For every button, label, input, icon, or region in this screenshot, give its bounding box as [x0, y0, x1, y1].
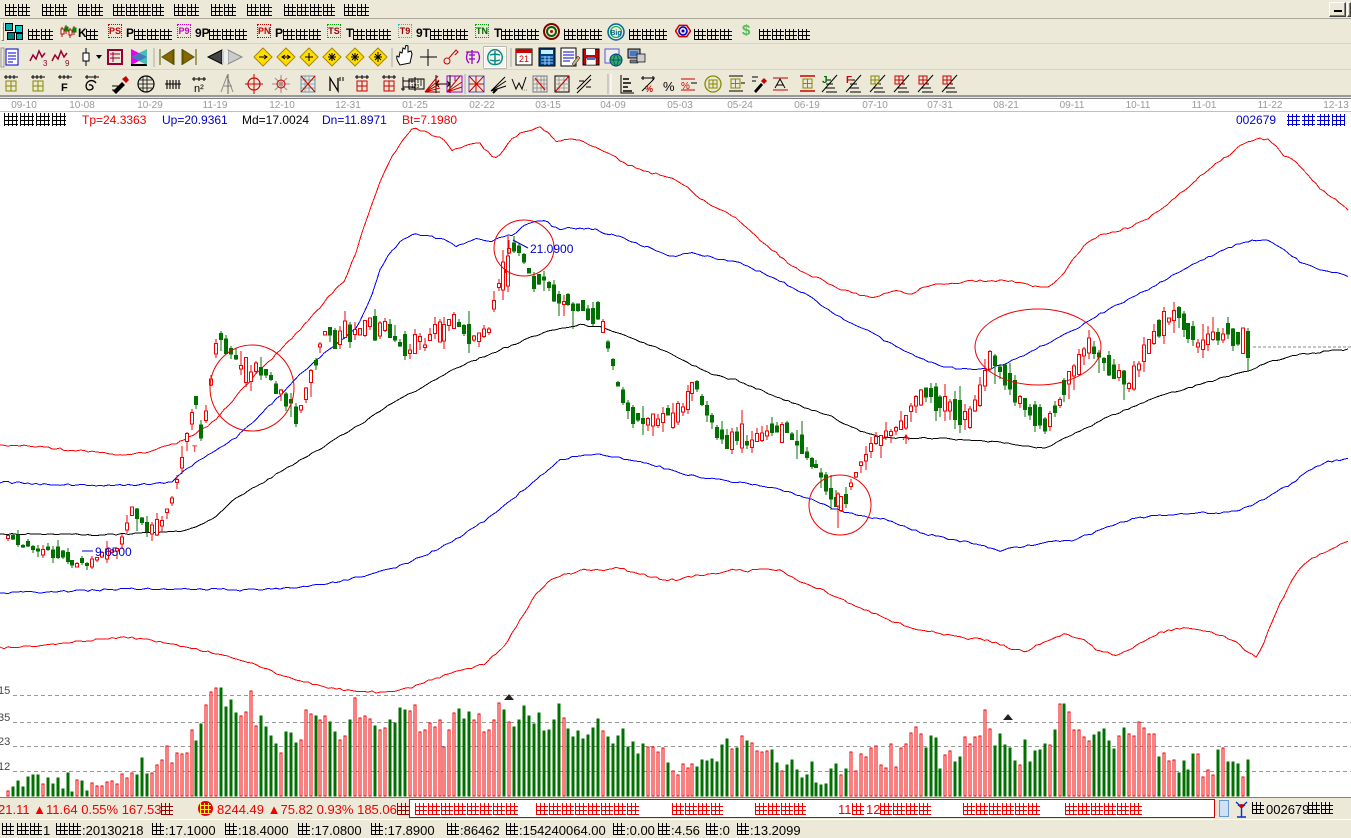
svg-text:Dn=11.8971: Dn=11.8971	[322, 113, 387, 127]
svg-text:Up=20.9361: Up=20.9361	[162, 113, 228, 127]
svg-text:05-03: 05-03	[667, 100, 693, 111]
svg-text:9.6500: 9.6500	[95, 545, 132, 559]
svg-text:06-19: 06-19	[794, 100, 820, 111]
svg-text:3: 3	[43, 59, 48, 68]
svg-text:21.0900: 21.0900	[530, 242, 574, 256]
svg-text:07-10: 07-10	[862, 100, 888, 111]
svg-text:Bt=7.1980: Bt=7.1980	[402, 113, 457, 127]
svg-text:12: 12	[0, 761, 10, 773]
svg-text:11-22: 11-22	[1258, 100, 1283, 111]
svg-text:07-31: 07-31	[927, 100, 953, 111]
svg-text:10-08: 10-08	[69, 100, 95, 111]
svg-text:35: 35	[0, 712, 10, 724]
svg-text:04-09: 04-09	[600, 100, 626, 111]
svg-text:10-11: 10-11	[1126, 100, 1151, 111]
svg-text:Tp=24.3363: Tp=24.3363	[82, 113, 147, 127]
svg-text:Big: Big	[610, 30, 621, 37]
svg-text:08-21: 08-21	[993, 100, 1019, 111]
svg-text:15: 15	[0, 685, 10, 697]
svg-text:Md=17.0024: Md=17.0024	[242, 113, 309, 127]
svg-text:02-22: 02-22	[469, 100, 495, 111]
svg-text:%: %	[645, 84, 653, 94]
svg-text:05-24: 05-24	[727, 100, 753, 111]
svg-text:09-11: 09-11	[1060, 100, 1085, 111]
svg-text:01-25: 01-25	[402, 100, 428, 111]
svg-text:F: F	[846, 75, 852, 86]
svg-text:21: 21	[519, 54, 529, 64]
svg-text:11-19: 11-19	[203, 100, 228, 111]
svg-text:%: %	[663, 79, 675, 94]
svg-text:11-01: 11-01	[1192, 100, 1217, 111]
svg-text:002679: 002679	[1236, 113, 1276, 127]
svg-text:n²: n²	[194, 83, 204, 95]
svg-text:F: F	[61, 82, 68, 94]
svg-text:03-15: 03-15	[535, 100, 561, 111]
svg-text:09-10: 09-10	[11, 100, 37, 111]
svg-text:23: 23	[0, 736, 10, 748]
svg-text:T: T	[192, 444, 198, 454]
svg-text:12-13: 12-13	[1323, 100, 1349, 111]
svg-text:9: 9	[65, 59, 70, 68]
svg-text:12-31: 12-31	[335, 100, 361, 111]
svg-text:J: J	[822, 75, 828, 86]
svg-text:%: %	[681, 81, 690, 92]
svg-text:10-29: 10-29	[137, 100, 163, 111]
svg-text:12-10: 12-10	[269, 100, 295, 111]
